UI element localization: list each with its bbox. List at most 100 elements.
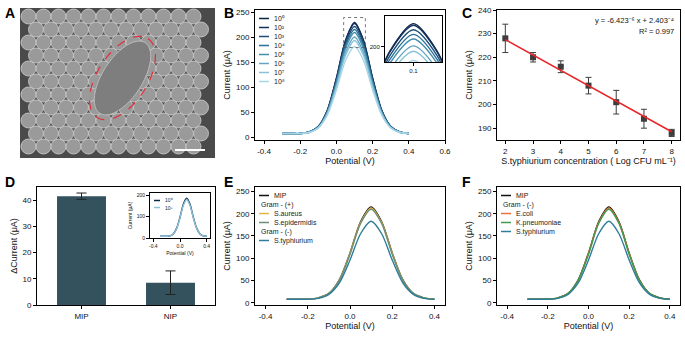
- svg-text:240: 240: [478, 6, 492, 15]
- svg-text:10⁴: 10⁴: [274, 42, 285, 49]
- svg-text:E.coli: E.coli: [516, 210, 534, 217]
- svg-text:10⁵: 10⁵: [274, 51, 285, 58]
- svg-text:S.typhiurium: S.typhiurium: [274, 237, 313, 245]
- svg-text:10⁸: 10⁸: [274, 78, 285, 85]
- svg-text:0.4: 0.4: [403, 147, 415, 156]
- svg-text:Potential (V): Potential (V): [564, 321, 614, 331]
- svg-text:0: 0: [27, 301, 32, 310]
- svg-text:220: 220: [478, 53, 492, 62]
- svg-text:10⁰: 10⁰: [165, 197, 173, 203]
- svg-text:-0.4: -0.4: [257, 147, 271, 156]
- svg-text:150: 150: [236, 58, 250, 67]
- svg-text:E: E: [224, 174, 233, 190]
- svg-text:200: 200: [137, 192, 146, 198]
- svg-text:7: 7: [642, 147, 647, 156]
- svg-text:0.2: 0.2: [387, 312, 399, 321]
- svg-text:-0.2: -0.2: [301, 312, 315, 321]
- svg-text:200: 200: [370, 44, 381, 50]
- svg-text:-0.4: -0.4: [259, 312, 273, 321]
- svg-text:Gram - (-): Gram - (-): [261, 228, 292, 236]
- svg-text:100: 100: [236, 254, 250, 263]
- svg-text:100: 100: [478, 254, 492, 263]
- svg-text:C: C: [462, 5, 472, 21]
- svg-text:0.4: 0.4: [429, 312, 441, 321]
- svg-text:200: 200: [478, 210, 492, 219]
- svg-text:Potential (V): Potential (V): [325, 156, 375, 166]
- svg-text:B: B: [224, 5, 234, 21]
- svg-text:Potential (V): Potential (V): [325, 321, 375, 331]
- svg-text:2: 2: [503, 147, 508, 156]
- svg-text:250: 250: [236, 187, 250, 196]
- svg-text:F: F: [462, 174, 471, 190]
- svg-text:0.4: 0.4: [664, 312, 676, 321]
- svg-text:Potential (V): Potential (V): [166, 250, 194, 256]
- svg-text:-0.4: -0.4: [500, 312, 514, 321]
- svg-text:MIP: MIP: [516, 192, 529, 199]
- svg-text:0.0: 0.0: [344, 312, 356, 321]
- svg-text:100: 100: [236, 83, 250, 92]
- svg-text:150: 150: [478, 232, 492, 241]
- svg-text:S.epidermidis: S.epidermidis: [274, 219, 317, 227]
- svg-text:10²: 10²: [274, 24, 285, 31]
- svg-text:Gram - (+): Gram - (+): [261, 201, 293, 209]
- svg-text:0: 0: [245, 133, 250, 142]
- svg-text:-0.2: -0.2: [293, 147, 307, 156]
- svg-text:250: 250: [236, 8, 250, 17]
- svg-text:0: 0: [487, 299, 492, 308]
- svg-text:50: 50: [240, 276, 249, 285]
- svg-text:50: 50: [240, 108, 249, 117]
- svg-text:-0.2: -0.2: [541, 312, 555, 321]
- svg-text:10³: 10³: [274, 33, 285, 40]
- svg-text:0: 0: [245, 299, 250, 308]
- svg-text:190: 190: [478, 124, 492, 133]
- svg-text:0.0: 0.0: [583, 312, 595, 321]
- svg-text:5: 5: [586, 147, 591, 156]
- svg-text:R² = 0.997: R² = 0.997: [639, 27, 674, 36]
- svg-text:250: 250: [478, 187, 492, 196]
- svg-text:S.aureus: S.aureus: [274, 210, 303, 217]
- svg-text:200: 200: [236, 210, 250, 219]
- svg-text:200: 200: [236, 33, 250, 42]
- svg-text:210: 210: [478, 77, 492, 86]
- svg-text:0.1: 0.1: [409, 68, 418, 74]
- svg-text:MIP: MIP: [74, 312, 88, 321]
- svg-text:K.pneumoniae: K.pneumoniae: [516, 219, 561, 227]
- svg-text:8: 8: [669, 147, 674, 156]
- svg-text:-0.4: -0.4: [149, 243, 158, 249]
- svg-text:6: 6: [614, 147, 619, 156]
- svg-text:30: 30: [22, 222, 31, 231]
- svg-text:0.4: 0.4: [203, 243, 210, 249]
- svg-text:S.typhiurium concentration ( L: S.typhiurium concentration ( Log CFU mL⁻…: [501, 156, 676, 166]
- svg-text:NIP: NIP: [164, 312, 177, 321]
- svg-text:0.0: 0.0: [331, 147, 343, 156]
- svg-text:Gram - (-): Gram - (-): [503, 201, 534, 209]
- svg-text:ΔCurrent (μA): ΔCurrent (μA): [9, 218, 19, 274]
- svg-text:40: 40: [22, 196, 31, 205]
- svg-text:200: 200: [478, 100, 492, 109]
- svg-text:0.0: 0.0: [177, 243, 184, 249]
- svg-text:0: 0: [142, 235, 145, 241]
- svg-text:S.typhiurium: S.typhiurium: [516, 228, 555, 236]
- svg-text:0.2: 0.2: [367, 147, 379, 156]
- svg-text:A: A: [5, 5, 15, 21]
- svg-text:10⁷: 10⁷: [274, 69, 285, 76]
- svg-text:0.6: 0.6: [439, 147, 451, 156]
- svg-text:Current (μA): Current (μA): [127, 201, 133, 229]
- svg-text:4: 4: [559, 147, 564, 156]
- svg-text:50: 50: [482, 276, 491, 285]
- svg-text:0.2: 0.2: [624, 312, 636, 321]
- svg-text:Current (μA): Current (μA): [222, 221, 232, 271]
- svg-text:y = -6.423⁻⁶ x + 2.403⁻⁴: y = -6.423⁻⁶ x + 2.403⁻⁴: [595, 16, 674, 25]
- svg-text:10: 10: [22, 275, 31, 284]
- svg-text:Current (μA): Current (μA): [464, 50, 474, 100]
- svg-text:Current (μA): Current (μA): [464, 221, 474, 271]
- svg-text:10⁰: 10⁰: [274, 15, 285, 22]
- svg-text:MIP: MIP: [274, 192, 287, 199]
- svg-text:150: 150: [236, 232, 250, 241]
- svg-text:100: 100: [137, 213, 146, 219]
- svg-text:Current (μA): Current (μA): [222, 50, 232, 100]
- svg-text:10⁶: 10⁶: [274, 60, 285, 67]
- svg-text:230: 230: [478, 29, 492, 38]
- svg-text:3: 3: [531, 147, 536, 156]
- svg-text:D: D: [5, 174, 15, 190]
